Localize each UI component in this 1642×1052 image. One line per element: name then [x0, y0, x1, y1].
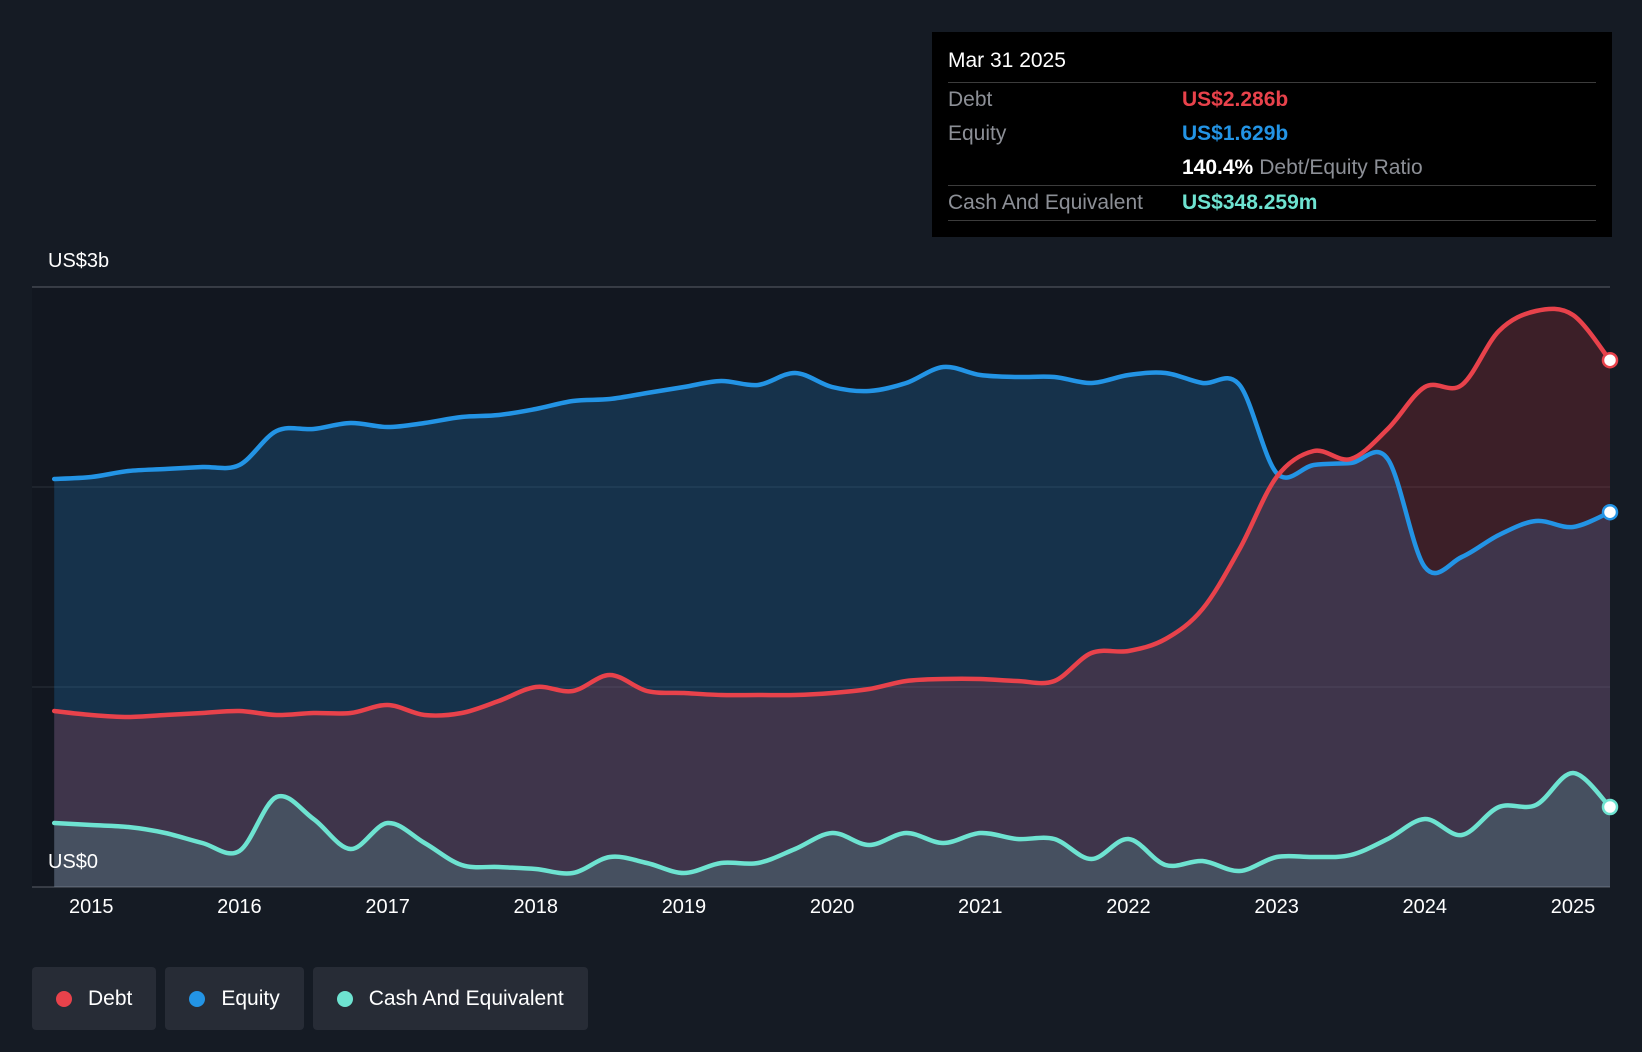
legend-item-equity[interactable]: Equity: [165, 967, 304, 1030]
x-tick-label-2018: 2018: [514, 896, 559, 918]
chart-tooltip: Mar 31 2025 Debt US$2.286b Equity US$1.6…: [932, 32, 1612, 237]
tooltip-cash-value: US$348.259m: [1182, 191, 1318, 214]
equity-endpoint-marker: [1601, 503, 1619, 521]
equity-line: [51, 364, 1613, 576]
tooltip-date: Mar 31 2025: [948, 46, 1596, 83]
tooltip-cash-label: Cash And Equivalent: [948, 191, 1143, 214]
debt-line: [51, 306, 1613, 720]
tooltip-ratio-value: 140.4%: [1182, 156, 1254, 179]
y-axis-max-label: US$3b: [48, 250, 110, 272]
x-tick-label-2019: 2019: [662, 896, 707, 918]
legend-debt-label: Debt: [88, 986, 133, 1010]
legend-item-cash[interactable]: Cash And Equivalent: [312, 967, 588, 1030]
x-tick-label-2021: 2021: [958, 896, 1003, 918]
tooltip-row-ratio: 140.4% Debt/Equity Ratio: [948, 151, 1596, 186]
equity-area: [54, 366, 1611, 888]
x-tick-label-2017: 2017: [365, 896, 410, 918]
tooltip-row-equity: Equity US$1.629b: [948, 117, 1596, 151]
debt-area: [54, 308, 1611, 887]
x-tick-label-2022: 2022: [1106, 896, 1151, 918]
legend-item-debt[interactable]: Debt: [32, 967, 157, 1030]
equity-dot-icon: [189, 990, 206, 1007]
tooltip-ratio-label: Debt/Equity Ratio: [1259, 156, 1423, 179]
legend-equity-label: Equity: [221, 986, 280, 1010]
tooltip-debt-label: Debt: [948, 88, 993, 111]
legend-cash-label: Cash And Equivalent: [368, 986, 564, 1010]
tooltip-row-cash: Cash And Equivalent US$348.259m: [948, 186, 1596, 221]
cash-line: [51, 770, 1613, 876]
x-tick-label-2025: 2025: [1551, 896, 1596, 918]
x-tick-label-2024: 2024: [1403, 896, 1448, 918]
chart-legend: Debt Equity Cash And Equivalent: [32, 967, 588, 1030]
cash-endpoint-marker: [1601, 798, 1619, 816]
tooltip-row-debt: Debt US$2.286b: [948, 83, 1596, 117]
tooltip-equity-label: Equity: [948, 122, 1007, 145]
cash-dot-icon: [336, 990, 353, 1007]
cash-area: [54, 772, 1611, 887]
plot-background: [32, 287, 1610, 887]
x-tick-label-2016: 2016: [217, 896, 262, 918]
x-tick-label-2023: 2023: [1254, 896, 1299, 918]
debt-endpoint-marker: [1601, 351, 1619, 369]
tooltip-equity-value: US$1.629b: [1182, 122, 1289, 145]
debt-dot-icon: [56, 990, 72, 1007]
x-tick-label-2015: 2015: [69, 896, 114, 918]
x-tick-label-2020: 2020: [810, 896, 855, 918]
y-axis-min-label: US$0: [48, 851, 99, 873]
tooltip-debt-value: US$2.286b: [1182, 88, 1289, 111]
